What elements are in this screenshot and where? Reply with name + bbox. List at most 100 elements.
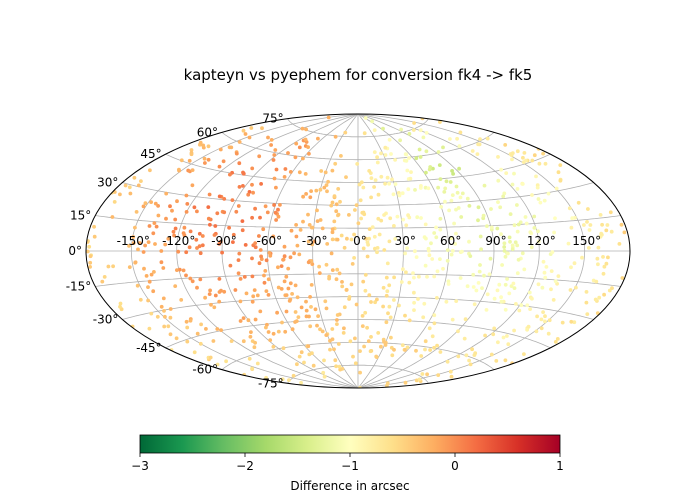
- data-point: [293, 155, 298, 160]
- data-point: [502, 191, 507, 196]
- data-point: [195, 285, 199, 290]
- data-point: [287, 378, 291, 382]
- data-point: [467, 204, 472, 208]
- data-point: [335, 237, 340, 242]
- data-point: [246, 192, 251, 197]
- data-point: [553, 216, 557, 221]
- data-point: [244, 291, 249, 296]
- data-point: [570, 216, 575, 221]
- data-point: [597, 295, 602, 300]
- data-point: [547, 318, 552, 323]
- data-point: [363, 288, 368, 293]
- data-point: [212, 233, 217, 237]
- data-point: [508, 239, 512, 244]
- data-point: [131, 241, 136, 246]
- data-point: [289, 228, 294, 233]
- data-point: [266, 135, 270, 140]
- data-point: [528, 307, 532, 311]
- data-point: [368, 349, 373, 354]
- data-point: [471, 272, 476, 277]
- longitude-tick-label: -150°: [117, 234, 150, 248]
- data-point: [286, 151, 290, 155]
- data-point: [309, 283, 314, 287]
- data-point: [195, 209, 199, 214]
- data-point: [468, 254, 473, 258]
- data-point: [263, 204, 268, 209]
- data-point: [448, 137, 452, 141]
- data-point: [536, 282, 541, 287]
- data-point: [560, 320, 565, 325]
- data-point: [489, 225, 494, 230]
- map-grid: [86, 114, 630, 388]
- data-point: [389, 335, 393, 340]
- data-point: [338, 199, 342, 204]
- data-point: [496, 178, 501, 183]
- data-point: [412, 121, 416, 125]
- data-point: [546, 191, 551, 196]
- data-point: [208, 222, 212, 227]
- data-point: [387, 283, 392, 288]
- data-point: [365, 240, 370, 245]
- data-point: [262, 273, 266, 278]
- data-point: [510, 182, 515, 187]
- data-point: [569, 265, 573, 270]
- data-point: [605, 223, 610, 227]
- data-point: [436, 150, 441, 154]
- data-point: [445, 258, 450, 263]
- data-point: [276, 265, 280, 270]
- data-point: [284, 293, 289, 297]
- data-point: [355, 162, 360, 166]
- data-point: [403, 152, 408, 157]
- data-point: [437, 163, 442, 168]
- data-point: [529, 245, 534, 250]
- data-point: [596, 245, 601, 250]
- data-point: [520, 251, 525, 256]
- data-point: [330, 200, 335, 205]
- data-point: [462, 336, 467, 341]
- data-point: [543, 314, 547, 319]
- data-point: [382, 248, 387, 252]
- data-point: [549, 287, 553, 292]
- data-point: [237, 185, 242, 189]
- data-point: [198, 251, 203, 256]
- data-point: [260, 126, 264, 131]
- data-point: [286, 286, 291, 291]
- data-point: [375, 250, 379, 255]
- longitude-tick-label: -120°: [162, 234, 195, 248]
- data-point: [419, 354, 424, 358]
- data-point: [537, 161, 542, 166]
- data-point: [507, 235, 512, 240]
- data-point: [552, 230, 556, 235]
- data-point: [274, 218, 278, 222]
- data-point: [187, 158, 192, 163]
- data-point: [549, 269, 554, 273]
- data-point: [556, 170, 561, 175]
- data-point: [360, 314, 365, 318]
- data-point: [367, 227, 372, 232]
- data-point: [328, 338, 332, 343]
- data-point: [515, 149, 520, 154]
- data-point: [505, 277, 509, 281]
- data-point: [220, 250, 225, 255]
- data-point: [388, 315, 393, 320]
- data-point: [395, 214, 400, 219]
- data-point: [339, 233, 344, 238]
- data-point: [315, 323, 319, 328]
- data-point: [294, 141, 299, 146]
- data-point: [432, 345, 436, 350]
- data-point: [111, 264, 115, 269]
- data-point: [288, 170, 293, 174]
- data-point: [335, 322, 339, 326]
- data-point: [229, 339, 234, 343]
- data-point: [530, 158, 535, 163]
- data-point: [604, 228, 609, 233]
- data-point: [293, 310, 298, 314]
- data-point: [379, 344, 383, 349]
- data-point: [423, 222, 428, 227]
- data-point: [334, 202, 339, 207]
- data-point: [530, 193, 534, 197]
- data-point: [407, 318, 412, 323]
- data-point: [118, 301, 123, 306]
- data-point: [257, 234, 261, 238]
- data-point: [174, 336, 179, 341]
